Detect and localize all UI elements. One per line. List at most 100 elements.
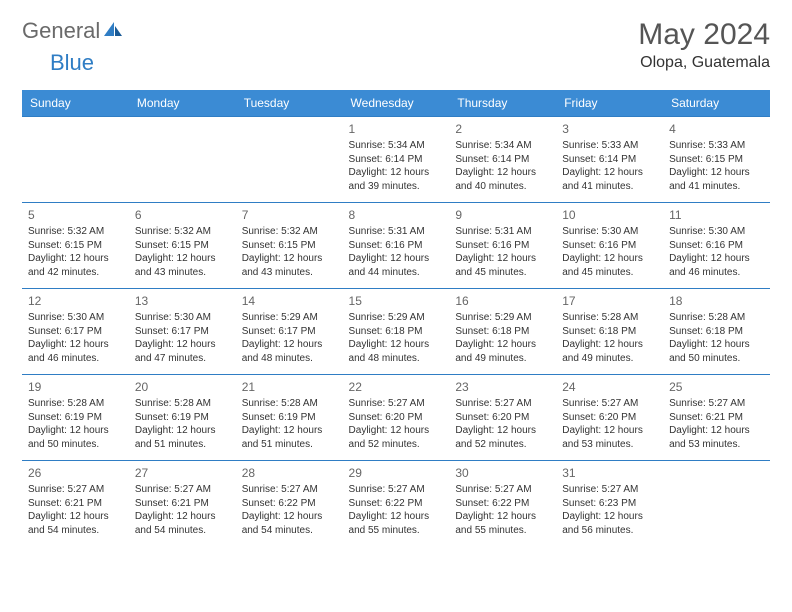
calendar-cell: 12Sunrise: 5:30 AMSunset: 6:17 PMDayligh… [22,289,129,375]
daylight-text: Daylight: 12 hours and 51 minutes. [242,424,337,451]
day-number: 12 [28,293,123,309]
day-number: 7 [242,207,337,223]
table-row: 5Sunrise: 5:32 AMSunset: 6:15 PMDaylight… [22,203,770,289]
col-saturday: Saturday [663,90,770,117]
sunrise-text: Sunrise: 5:31 AM [455,225,550,239]
calendar-cell: 10Sunrise: 5:30 AMSunset: 6:16 PMDayligh… [556,203,663,289]
sunrise-text: Sunrise: 5:30 AM [669,225,764,239]
sunset-text: Sunset: 6:22 PM [455,497,550,511]
daylight-text: Daylight: 12 hours and 43 minutes. [242,252,337,279]
sunset-text: Sunset: 6:15 PM [28,239,123,253]
day-number: 2 [455,121,550,137]
sunrise-text: Sunrise: 5:30 AM [135,311,230,325]
calendar-cell: 9Sunrise: 5:31 AMSunset: 6:16 PMDaylight… [449,203,556,289]
calendar-cell: 11Sunrise: 5:30 AMSunset: 6:16 PMDayligh… [663,203,770,289]
sunrise-text: Sunrise: 5:33 AM [669,139,764,153]
sunset-text: Sunset: 6:20 PM [562,411,657,425]
day-number: 8 [349,207,444,223]
sunrise-text: Sunrise: 5:29 AM [455,311,550,325]
sunset-text: Sunset: 6:17 PM [242,325,337,339]
daylight-text: Daylight: 12 hours and 44 minutes. [349,252,444,279]
day-number: 22 [349,379,444,395]
sunrise-text: Sunrise: 5:30 AM [562,225,657,239]
calendar-cell: 22Sunrise: 5:27 AMSunset: 6:20 PMDayligh… [343,375,450,461]
sunset-text: Sunset: 6:23 PM [562,497,657,511]
daylight-text: Daylight: 12 hours and 50 minutes. [28,424,123,451]
logo-text-1: General [22,18,100,44]
calendar-cell: 4 Sunrise: 5:33 AMSunset: 6:15 PMDaylight… [663,117,770,203]
daylight-text: Daylight: 12 hours and 47 minutes. [135,338,230,365]
logo: General [22,18,126,44]
sunset-text: Sunset: 6:17 PM [28,325,123,339]
sunrise-text: Sunrise: 5:27 AM [349,483,444,497]
calendar-cell: 19Sunrise: 5:28 AMSunset: 6:19 PMDayligh… [22,375,129,461]
daylight-text: Daylight: 12 hours and 45 minutes. [455,252,550,279]
daylight-text: Daylight: 12 hours and 51 minutes. [135,424,230,451]
sunrise-text: Sunrise: 5:34 AM [455,139,550,153]
daylight-text: Daylight: 12 hours and 53 minutes. [669,424,764,451]
day-number: 25 [669,379,764,395]
daylight-text: Daylight: 12 hours and 40 minutes. [455,166,550,193]
sunset-text: Sunset: 6:15 PM [669,153,764,167]
calendar-cell: 17Sunrise: 5:28 AMSunset: 6:18 PMDayligh… [556,289,663,375]
daylight-text: Daylight: 12 hours and 54 minutes. [242,510,337,537]
daylight-text: Daylight: 12 hours and 45 minutes. [562,252,657,279]
sunset-text: Sunset: 6:16 PM [455,239,550,253]
sunset-text: Sunset: 6:18 PM [669,325,764,339]
calendar-cell: 1Sunrise: 5:34 AMSunset: 6:14 PMDaylight… [343,117,450,203]
sunrise-text: Sunrise: 5:34 AM [349,139,444,153]
day-number: 11 [669,207,764,223]
sunset-text: Sunset: 6:20 PM [455,411,550,425]
sunrise-text: Sunrise: 5:27 AM [135,483,230,497]
day-number: 30 [455,465,550,481]
table-row: 12Sunrise: 5:30 AMSunset: 6:17 PMDayligh… [22,289,770,375]
sunrise-text: Sunrise: 5:27 AM [242,483,337,497]
col-sunday: Sunday [22,90,129,117]
daylight-text: Daylight: 12 hours and 52 minutes. [455,424,550,451]
calendar-cell [22,117,129,203]
sunrise-text: Sunrise: 5:28 AM [562,311,657,325]
daylight-text: Daylight: 12 hours and 49 minutes. [455,338,550,365]
sunrise-text: Sunrise: 5:27 AM [349,397,444,411]
calendar-cell: 26Sunrise: 5:27 AMSunset: 6:21 PMDayligh… [22,461,129,547]
calendar-cell: 18Sunrise: 5:28 AMSunset: 6:18 PMDayligh… [663,289,770,375]
day-number: 27 [135,465,230,481]
daylight-text: Daylight: 12 hours and 55 minutes. [455,510,550,537]
sunrise-text: Sunrise: 5:33 AM [562,139,657,153]
logo-text-2: Blue [50,50,94,75]
calendar-table: Sunday Monday Tuesday Wednesday Thursday… [22,90,770,547]
calendar-cell: 8Sunrise: 5:31 AMSunset: 6:16 PMDaylight… [343,203,450,289]
sunset-text: Sunset: 6:15 PM [135,239,230,253]
sunset-text: Sunset: 6:19 PM [135,411,230,425]
daylight-text: Daylight: 12 hours and 41 minutes. [562,166,657,193]
day-number: 21 [242,379,337,395]
day-number: 31 [562,465,657,481]
calendar-cell: 31Sunrise: 5:27 AMSunset: 6:23 PMDayligh… [556,461,663,547]
daylight-text: Daylight: 12 hours and 50 minutes. [669,338,764,365]
table-row: 19Sunrise: 5:28 AMSunset: 6:19 PMDayligh… [22,375,770,461]
day-number: 16 [455,293,550,309]
sunrise-text: Sunrise: 5:32 AM [242,225,337,239]
calendar-cell: 21Sunrise: 5:28 AMSunset: 6:19 PMDayligh… [236,375,343,461]
day-number: 5 [28,207,123,223]
day-number: 13 [135,293,230,309]
daylight-text: Daylight: 12 hours and 41 minutes. [669,166,764,193]
day-number: 20 [135,379,230,395]
sunset-text: Sunset: 6:21 PM [28,497,123,511]
day-number: 4 [669,121,764,137]
day-number: 15 [349,293,444,309]
day-number: 17 [562,293,657,309]
sunrise-text: Sunrise: 5:32 AM [28,225,123,239]
daylight-text: Daylight: 12 hours and 48 minutes. [349,338,444,365]
location: Olopa, Guatemala [638,54,770,72]
sunrise-text: Sunrise: 5:32 AM [135,225,230,239]
sunrise-text: Sunrise: 5:28 AM [242,397,337,411]
calendar-cell: 6Sunrise: 5:32 AMSunset: 6:15 PMDaylight… [129,203,236,289]
daylight-text: Daylight: 12 hours and 46 minutes. [28,338,123,365]
sunset-text: Sunset: 6:17 PM [135,325,230,339]
sunrise-text: Sunrise: 5:31 AM [349,225,444,239]
calendar-cell: 28Sunrise: 5:27 AMSunset: 6:22 PMDayligh… [236,461,343,547]
sunset-text: Sunset: 6:15 PM [242,239,337,253]
day-number: 1 [349,121,444,137]
daylight-text: Daylight: 12 hours and 53 minutes. [562,424,657,451]
